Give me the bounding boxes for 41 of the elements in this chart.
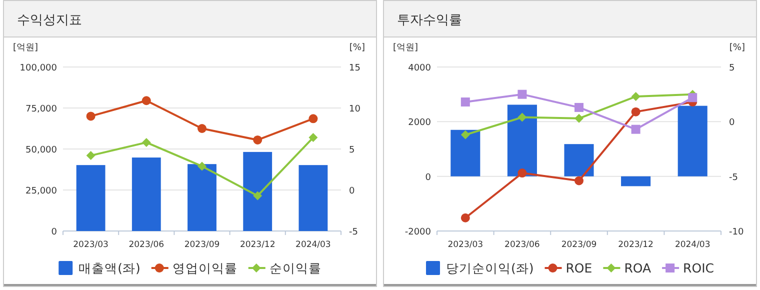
y-tick-label: 100,000 bbox=[20, 64, 58, 74]
x-tick-label: 2023/03 bbox=[73, 240, 108, 250]
chart-title: 투자수익률 bbox=[397, 13, 462, 28]
legend-label: ROE bbox=[566, 260, 592, 276]
y2-axis-title: [%] bbox=[349, 43, 365, 53]
legend-label: ROIC bbox=[683, 260, 714, 276]
chart-title: 수익성지표 bbox=[17, 13, 82, 28]
legend-label: 영업이익률 bbox=[172, 260, 238, 276]
y-tick-label: 25,000 bbox=[26, 186, 58, 196]
y2-tick-label: 0 bbox=[729, 118, 735, 128]
y2-axis-title: [%] bbox=[729, 43, 745, 53]
y2-tick-label: 0 bbox=[349, 186, 355, 196]
y-tick-label: 0 bbox=[51, 228, 58, 238]
x-tick-label: 2024/03 bbox=[296, 240, 331, 250]
legend-label: 매출액(좌) bbox=[78, 260, 140, 276]
y2-tick-label: 15 bbox=[349, 64, 360, 74]
y2-tick-label: -5 bbox=[729, 172, 738, 183]
y2-tick-label: -10 bbox=[729, 228, 744, 238]
x-tick-label: 2023/06 bbox=[504, 240, 540, 250]
legend-label: ROA bbox=[624, 260, 652, 276]
x-tick-label: 2023/12 bbox=[618, 240, 654, 250]
y-tick-label: 4000 bbox=[408, 64, 432, 74]
x-tick-label: 2023/09 bbox=[561, 240, 597, 250]
y2-tick-label: -5 bbox=[349, 228, 358, 238]
x-tick-label: 2023/12 bbox=[240, 240, 276, 250]
y2-tick-label: 10 bbox=[349, 104, 361, 114]
y-tick-label: 0 bbox=[425, 172, 432, 183]
legend-label: 순이익률 bbox=[269, 260, 322, 276]
x-tick-label: 2024/03 bbox=[674, 240, 710, 250]
x-tick-label: 2023/09 bbox=[184, 240, 220, 250]
y-tick-label: -2000 bbox=[404, 228, 432, 238]
legend-label: 당기순이익(좌) bbox=[446, 260, 534, 276]
y-tick-label: 50,000 bbox=[26, 146, 58, 156]
y-tick-label: 2000 bbox=[408, 118, 432, 128]
y-tick-label: 75,000 bbox=[26, 104, 58, 114]
x-tick-label: 2023/06 bbox=[128, 240, 164, 250]
x-tick-label: 2023/03 bbox=[448, 240, 484, 250]
y2-tick-label: 5 bbox=[729, 64, 735, 74]
y-axis-title: [억원] bbox=[13, 43, 38, 53]
y-axis-title: [억원] bbox=[393, 43, 418, 53]
y2-tick-label: 5 bbox=[349, 146, 355, 156]
